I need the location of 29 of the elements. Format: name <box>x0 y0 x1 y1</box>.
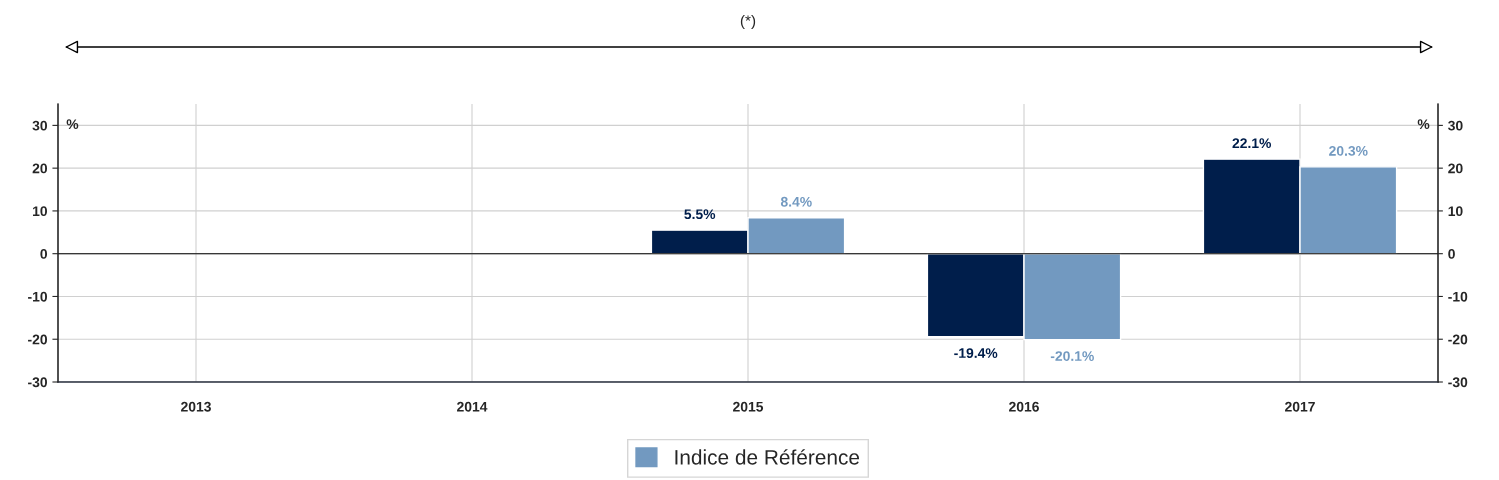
x-tick-label: 2013 <box>181 401 211 412</box>
y-axis-title: % <box>66 119 79 130</box>
y2-tick-label: -30 <box>1448 377 1468 388</box>
y-tick-label: 0 <box>40 249 48 259</box>
y-tick-label: -30 <box>28 377 48 388</box>
y2-tick-label: -10 <box>1448 291 1468 302</box>
y-tick-label: 10 <box>33 206 48 217</box>
y2-tick-label: 30 <box>1448 120 1463 131</box>
x-tick-label: 2015 <box>733 401 764 412</box>
y2-tick-label: -20 <box>1448 334 1468 345</box>
data-label: 22.1% <box>1232 138 1272 149</box>
x-tick-label: 2014 <box>457 401 488 412</box>
y-tick-label: -20 <box>28 334 48 345</box>
y2-tick-label: 0 <box>1448 249 1455 259</box>
y-tick-label: 20 <box>32 163 48 174</box>
data-label: 20.3% <box>1329 145 1368 156</box>
x-tick-label: 2017 <box>1285 401 1315 412</box>
y-tick-label: 30 <box>32 120 48 131</box>
legend-label: Indice de Référence <box>675 449 860 465</box>
y2-tick-label: 10 <box>1448 206 1463 217</box>
data-label: 8.4% <box>780 196 812 207</box>
y2-tick-label: 20 <box>1448 163 1463 174</box>
data-label: 5.5% <box>684 209 716 220</box>
text: (*) <box>740 14 756 30</box>
data-label: -20.1% <box>1050 351 1094 361</box>
y2-axis-title: % <box>1417 119 1430 130</box>
data-label: -19.4% <box>954 348 998 358</box>
y-tick-label: -10 <box>28 291 48 302</box>
x-tick-label: 2016 <box>1009 401 1039 412</box>
